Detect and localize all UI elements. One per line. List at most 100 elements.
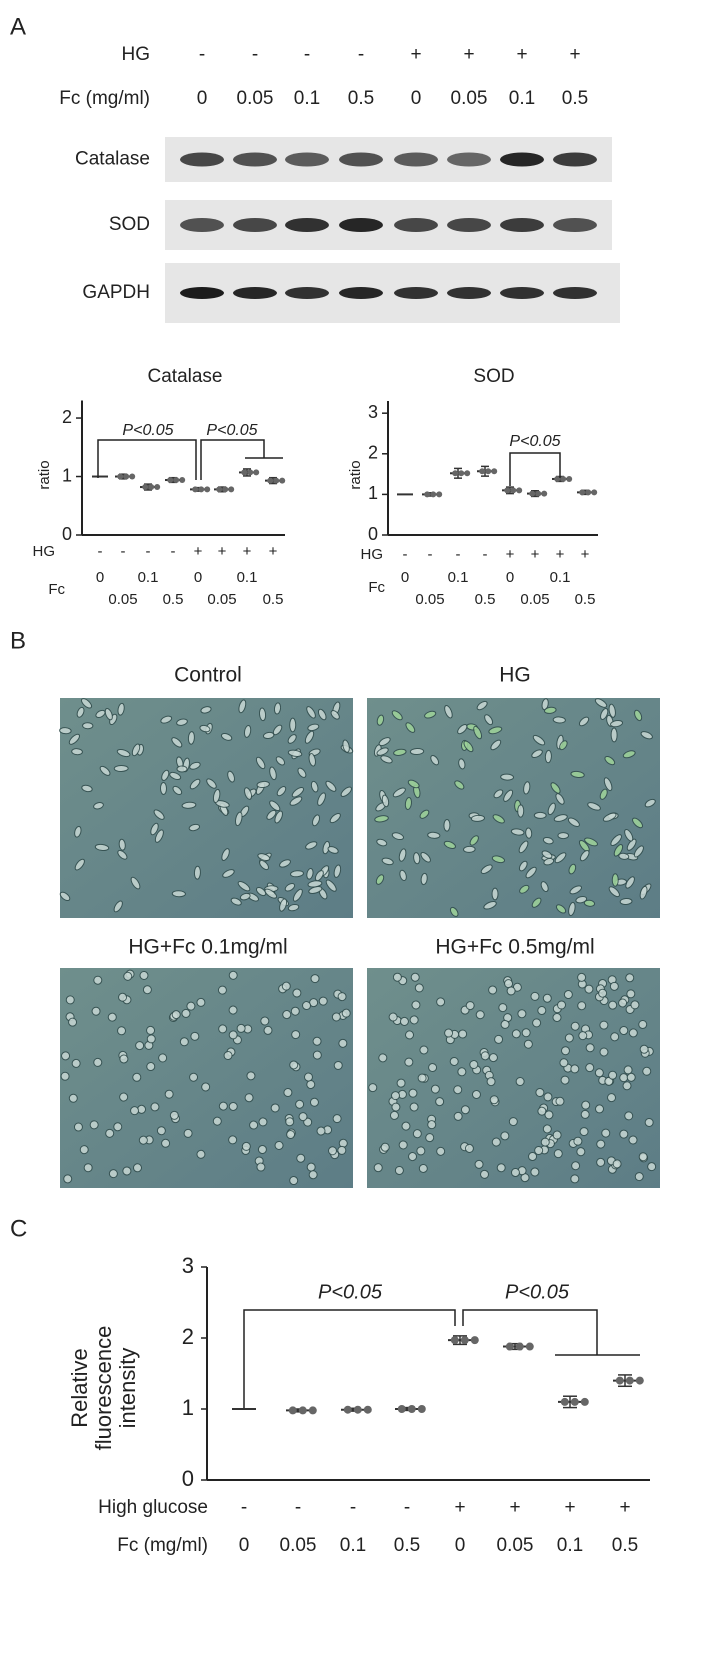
row-value: -: [428, 546, 433, 563]
cell: [117, 1026, 127, 1036]
chart-title: SOD: [473, 366, 514, 387]
blot-band: [180, 218, 224, 232]
cell: [489, 1095, 499, 1105]
cell: [117, 849, 128, 860]
data-dot: [510, 487, 517, 494]
cell: [63, 1174, 73, 1184]
cell: [430, 754, 440, 766]
data-dot: [452, 470, 459, 477]
data-dot: [198, 486, 205, 493]
cell: [409, 1102, 419, 1112]
data-dot: [222, 486, 229, 493]
cell: [391, 710, 403, 721]
cell: [517, 804, 525, 818]
cell: [518, 840, 529, 854]
cell: [94, 843, 110, 852]
cell: [532, 1018, 542, 1028]
data-dot: [570, 1397, 579, 1406]
cell: [639, 1044, 649, 1054]
data-dot: [424, 491, 431, 498]
data-dot: [479, 468, 486, 475]
row-value: +: [269, 543, 278, 560]
cell: [398, 848, 407, 862]
cell: [275, 756, 286, 766]
cell: [376, 714, 385, 726]
cell: [333, 1060, 343, 1070]
data-dot: [397, 1405, 406, 1413]
blot-band: [500, 218, 544, 232]
data-dot: [450, 1336, 459, 1345]
y-tick-label: 2: [182, 1324, 194, 1349]
cell: [419, 1045, 429, 1055]
cell: [552, 1012, 562, 1022]
data-dot: [308, 1406, 317, 1415]
cell: [595, 1104, 605, 1114]
cell: [449, 906, 459, 917]
cell: [521, 1028, 531, 1038]
cell: [457, 724, 468, 735]
cell: [580, 1109, 590, 1119]
cell: [454, 780, 465, 790]
cell: [256, 1162, 266, 1172]
cell: [122, 1166, 132, 1176]
cell: [68, 1093, 78, 1103]
cell: [306, 867, 314, 880]
row-value: 0.5: [263, 591, 284, 608]
row-value: -: [404, 1497, 410, 1518]
cell: [256, 780, 270, 789]
cell: [443, 818, 451, 832]
cell: [457, 1067, 467, 1077]
cell: [401, 1121, 411, 1131]
cell: [624, 828, 634, 842]
cell: [181, 1008, 191, 1018]
blot-band: [447, 287, 491, 299]
blot-band: [447, 218, 491, 232]
cell: [131, 743, 141, 757]
cell: [458, 1029, 468, 1039]
cell: [567, 817, 580, 827]
cell: [230, 897, 242, 906]
row-value: 0.5: [348, 88, 374, 109]
cell: [552, 716, 566, 724]
cell: [89, 1120, 99, 1130]
cell: [108, 1169, 118, 1179]
cell: [626, 1072, 636, 1082]
cell: [503, 789, 514, 802]
cell: [274, 810, 283, 824]
cell: [494, 1034, 504, 1044]
data-dot: [591, 489, 598, 496]
data-dot: [167, 477, 174, 484]
cell: [283, 1088, 293, 1098]
cell: [255, 756, 266, 770]
cell: [647, 1162, 657, 1172]
cell: [420, 872, 428, 886]
cell: [626, 989, 636, 999]
cell: [618, 852, 630, 860]
cell: [493, 789, 504, 799]
cell: [424, 710, 437, 719]
cell: [496, 1163, 506, 1173]
cell: [307, 880, 323, 888]
data-dot: [298, 1406, 307, 1415]
cell: [570, 770, 585, 779]
blot-background: [165, 137, 612, 182]
blot-band: [180, 152, 224, 167]
row-value: 0.1: [557, 1535, 583, 1556]
data-dot: [363, 1405, 372, 1414]
cell: [189, 778, 201, 790]
row-value: +: [619, 1497, 630, 1518]
cell: [392, 787, 406, 798]
cell: [337, 1145, 347, 1155]
cell: [398, 1140, 408, 1150]
blot-band: [285, 218, 329, 232]
cell: [218, 1101, 228, 1111]
cell: [375, 874, 385, 885]
row-value: -: [295, 1497, 301, 1518]
y-tick-label: 2: [62, 407, 72, 427]
cell: [139, 970, 149, 980]
cell: [183, 1128, 193, 1138]
blot-band: [233, 287, 277, 299]
data-dot: [343, 1405, 352, 1414]
cell: [633, 845, 644, 858]
cell: [553, 814, 568, 822]
